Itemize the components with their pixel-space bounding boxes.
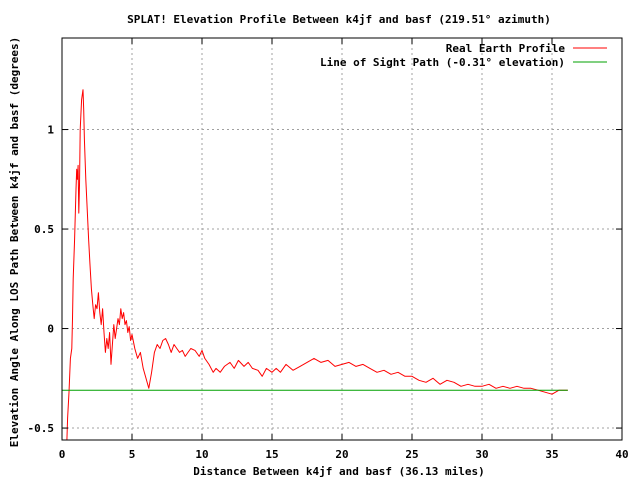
legend: Real Earth Profile Line of Sight Path (-… — [320, 42, 607, 69]
legend-label-line-of-sight: Line of Sight Path (-0.31° elevation) — [320, 56, 565, 69]
x-tick-label-5: 25 — [405, 448, 418, 461]
y-tick-label-2: 0.5 — [34, 223, 54, 236]
y-tick-label-3: 1 — [47, 124, 54, 137]
x-tick-label-1: 5 — [129, 448, 136, 461]
x-axis-label: Distance Between k4jf and basf (36.13 mi… — [193, 465, 484, 478]
x-tick-label-4: 20 — [335, 448, 348, 461]
series-line-real-earth-profile — [66, 89, 568, 441]
axis-ticks: 0 5 10 15 20 25 30 35 40 -0.5 0 0.5 1 — [28, 38, 629, 461]
y-tick-label-1: 0 — [47, 323, 54, 336]
series-layer — [62, 89, 568, 441]
x-tick-label-8: 40 — [615, 448, 628, 461]
x-tick-label-3: 15 — [265, 448, 278, 461]
y-tick-label-0: -0.5 — [28, 422, 55, 435]
x-tick-label-6: 30 — [475, 448, 488, 461]
legend-label-real-earth-profile: Real Earth Profile — [446, 42, 566, 55]
y-axis-label: Elevation Angle Along LOS Path Between k… — [8, 37, 21, 448]
grid — [62, 38, 622, 440]
chart-title: SPLAT! Elevation Profile Between k4jf an… — [127, 13, 551, 26]
x-tick-label-7: 35 — [545, 448, 558, 461]
x-tick-label-0: 0 — [59, 448, 66, 461]
x-tick-label-2: 10 — [195, 448, 208, 461]
